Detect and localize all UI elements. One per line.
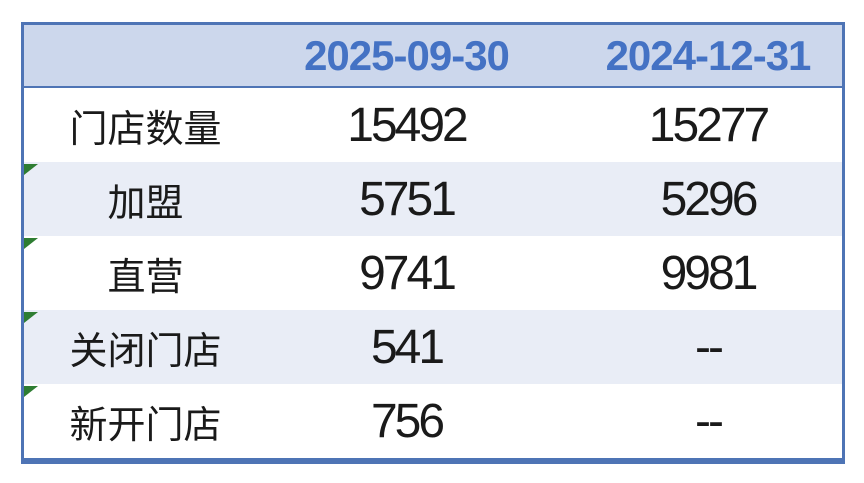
row-value-2024-12-31: -- — [695, 320, 724, 374]
row-label: 加盟 — [107, 182, 184, 225]
row-value-2024-12-31: -- — [695, 394, 724, 448]
row-value-2025-09-30: 541 — [370, 320, 445, 374]
row-label: 新开门店 — [69, 404, 222, 447]
table-row: 直营 9741 9981 — [24, 236, 842, 310]
row-value-2024-12-31: 5296 — [660, 172, 759, 226]
header-cell-2024-12-31: 2024-12-31 — [605, 31, 812, 79]
table-row: 关闭门店 541 -- — [24, 310, 842, 384]
header-cell-2025-09-30: 2025-09-30 — [304, 31, 510, 79]
table-body: 门店数量 15492 15277 加盟 5751 5296 直营 9741 99… — [24, 88, 842, 458]
row-value-2024-12-31: 15277 — [648, 98, 770, 152]
row-value-2025-09-30: 15492 — [347, 98, 468, 152]
table-row: 新开门店 756 -- — [24, 384, 842, 458]
table-header-row: 2025-09-30 2024-12-31 — [24, 25, 842, 88]
table-row: 加盟 5751 5296 — [24, 162, 842, 236]
table-row: 门店数量 15492 15277 — [24, 88, 842, 162]
row-label: 直营 — [107, 256, 184, 299]
row-value-2024-12-31: 9981 — [660, 246, 759, 300]
row-value-2025-09-30: 5751 — [359, 172, 457, 226]
row-value-2025-09-30: 756 — [370, 394, 445, 448]
row-label: 门店数量 — [69, 108, 222, 151]
store-count-table: 2025-09-30 2024-12-31 门店数量 15492 15277 加… — [21, 22, 845, 464]
row-value-2025-09-30: 9741 — [359, 246, 457, 300]
row-label: 关闭门店 — [69, 330, 222, 373]
